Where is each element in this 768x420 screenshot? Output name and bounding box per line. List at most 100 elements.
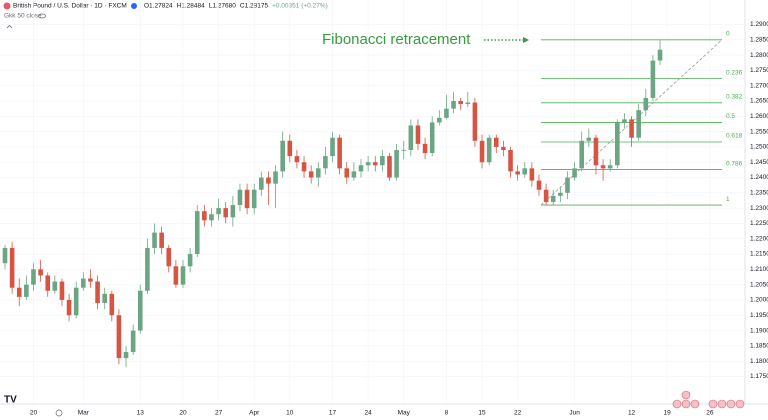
event-icon[interactable] [690, 399, 700, 409]
candle-body [508, 149, 513, 172]
candle-body [629, 119, 634, 138]
y-tick-label: 1.25000 [750, 144, 768, 151]
candle-body [308, 171, 314, 178]
x-tick-label: Jun [569, 410, 580, 417]
candle-body [451, 101, 456, 109]
candle-body [429, 122, 435, 154]
fib-label: 0.236 [726, 69, 743, 76]
x-tick-label: 19 [664, 410, 672, 417]
candle-body [24, 284, 29, 297]
y-tick-label: 1.24000 [750, 174, 768, 181]
candle-body [586, 137, 592, 141]
y-tick-label: 1.25500 [750, 128, 768, 135]
event-icon[interactable] [735, 399, 745, 409]
x-tick-label: 20 [30, 410, 38, 417]
candle-body [437, 117, 442, 123]
candle-body [501, 146, 506, 150]
event-icon[interactable] [672, 399, 682, 409]
candle-body [230, 205, 236, 218]
y-tick-label: 1.18000 [750, 358, 768, 365]
candle-body [52, 281, 58, 291]
ohlc-legend: O1.27824H1.28484L1.27680C1.28175+0.00351… [144, 3, 328, 10]
y-tick-label: 1.21500 [750, 251, 768, 258]
candle-body [536, 180, 542, 190]
candle-body [600, 165, 606, 169]
candle-body [372, 162, 378, 166]
goto-button[interactable] [55, 409, 63, 417]
event-icon[interactable] [717, 399, 727, 409]
collapse-button[interactable] [6, 24, 13, 29]
candle-body [280, 140, 285, 172]
x-tick-label: Apr [249, 410, 260, 417]
candle-body [237, 189, 243, 206]
event-icons [672, 390, 745, 409]
candle-body [109, 293, 115, 316]
x-tick-label: 12 [628, 410, 636, 417]
y-tick-label: 1.24500 [750, 159, 768, 166]
candle-body [315, 168, 321, 178]
event-icon[interactable] [681, 390, 691, 400]
candle-body [657, 49, 663, 61]
candle-body [522, 168, 528, 175]
candle-body [16, 287, 22, 297]
y-tick-label: 1.22500 [750, 220, 768, 227]
candle-body [365, 162, 371, 166]
candle-body [216, 208, 221, 215]
candle-body [31, 269, 36, 285]
x-tick-label: 22 [514, 410, 522, 417]
candle-body [579, 140, 585, 169]
y-tick-label: 1.20500 [750, 281, 768, 288]
event-icon[interactable] [708, 399, 718, 409]
candle-body [479, 140, 485, 163]
candle-body [123, 351, 129, 359]
y-tick-label: 1.26500 [750, 98, 768, 105]
candle-body [159, 232, 164, 248]
x-tick-label: 10 [286, 410, 294, 417]
candle-body [259, 177, 264, 190]
candle-body [344, 168, 350, 178]
candle-body [59, 281, 65, 300]
candle-body [493, 137, 499, 147]
candle-body [415, 125, 421, 144]
candle-body [550, 195, 556, 202]
visibility-icon[interactable] [38, 13, 46, 19]
candle-body [95, 281, 100, 303]
y-tick-label: 1.21000 [750, 266, 768, 273]
candle-body [209, 214, 214, 221]
market-status[interactable] [131, 3, 137, 9]
fib-label: 0.5 [726, 113, 735, 120]
candle-body [486, 137, 492, 163]
y-tick-label: 1.22000 [750, 235, 768, 242]
candle-body [558, 192, 563, 196]
candle-body [636, 110, 641, 138]
symbol-title: British Pound / U.S. Dollar · 1D · FXCM [13, 3, 127, 10]
candle-body [166, 247, 172, 267]
candle-body [607, 165, 613, 169]
candle-body [137, 290, 143, 331]
candle-body [244, 189, 250, 209]
y-tick-label: 1.23000 [750, 205, 768, 212]
candle-body [9, 247, 15, 288]
event-icon[interactable] [726, 399, 736, 409]
candle-body [173, 266, 179, 285]
candle-body [650, 60, 656, 98]
ohlc-value: O1.27824 [144, 3, 173, 10]
candle-body [273, 171, 278, 184]
candle-body [301, 162, 307, 172]
annotation-arrowhead [523, 37, 529, 43]
y-tick-label: 1.27000 [750, 82, 768, 89]
candle-body [45, 275, 51, 291]
candle-body [380, 156, 385, 166]
y-tick-label: 1.26000 [750, 113, 768, 120]
annotation: Fibonacci retracement [322, 31, 471, 48]
candle-body [358, 165, 364, 172]
x-tick-label: 26 [706, 410, 714, 417]
candle-body [593, 137, 599, 166]
x-tick-label: 17 [329, 410, 337, 417]
candle-body [543, 189, 549, 202]
y-tick-label: 1.23500 [750, 190, 768, 197]
candle-body [194, 211, 200, 255]
event-icon[interactable] [681, 399, 691, 409]
